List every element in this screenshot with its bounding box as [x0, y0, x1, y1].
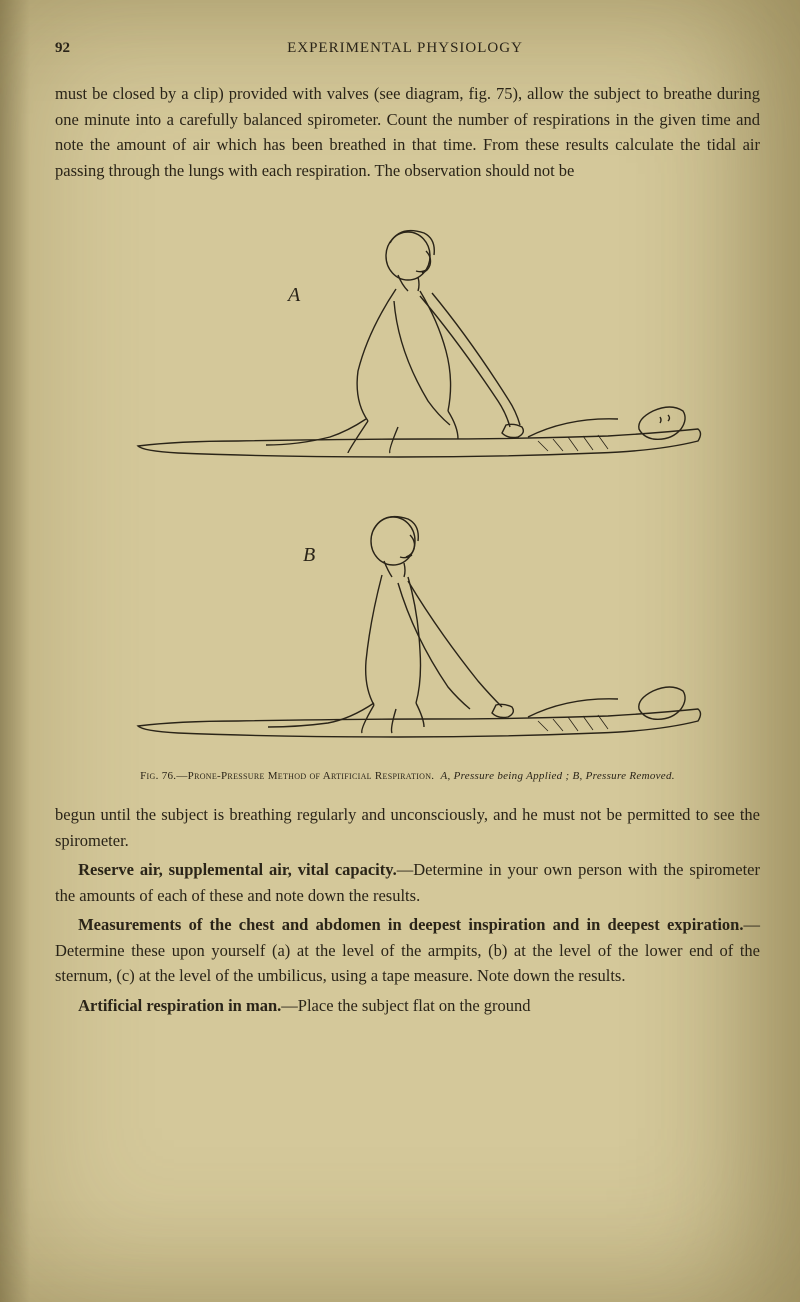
figure-caption: Fig. 76.—Prone-Pressure Method of Artifi… — [95, 769, 720, 784]
paragraph-5: Artificial respiration in man.—Place the… — [55, 993, 760, 1019]
p5-rest: —Place the subject flat on the ground — [281, 996, 530, 1015]
body-text-bottom: begun until the subject is breathing reg… — [55, 802, 760, 1019]
caption-a: A, Pressure being Applied ; — [440, 770, 569, 782]
figure-label-a: A — [286, 284, 301, 306]
p3-heading: Reserve air, supplemental air, vital cap… — [78, 860, 397, 879]
body-text-top: must be closed by a clip) provided with … — [55, 81, 760, 183]
p5-heading: Artificial respiration in man. — [78, 996, 281, 1015]
running-head: EXPERIMENTAL PHYSIOLOGY — [70, 40, 740, 57]
paragraph-2: begun until the subject is breathing reg… — [55, 802, 760, 853]
caption-b: B, Pressure Removed. — [573, 770, 675, 782]
figure-76: A — [55, 201, 760, 761]
paragraph-3: Reserve air, supplemental air, vital cap… — [55, 857, 760, 908]
page-number: 92 — [55, 40, 70, 57]
header-row: 92 EXPERIMENTAL PHYSIOLOGY — [55, 40, 760, 59]
paragraph-1: must be closed by a clip) provided with … — [55, 81, 760, 183]
figure-label-b: B — [303, 544, 315, 566]
caption-main: —Prone-Pressure Method of Artificial Res… — [176, 770, 434, 782]
page-gutter-shadow — [0, 0, 30, 1302]
page-content: 92 EXPERIMENTAL PHYSIOLOGY must be close… — [55, 40, 760, 1262]
p4-heading: Measurements of the chest and abdomen in… — [78, 915, 743, 934]
figure-76-svg: A — [98, 201, 718, 761]
paragraph-4: Measurements of the chest and abdomen in… — [55, 912, 760, 989]
caption-prefix: Fig. 76. — [140, 770, 176, 782]
